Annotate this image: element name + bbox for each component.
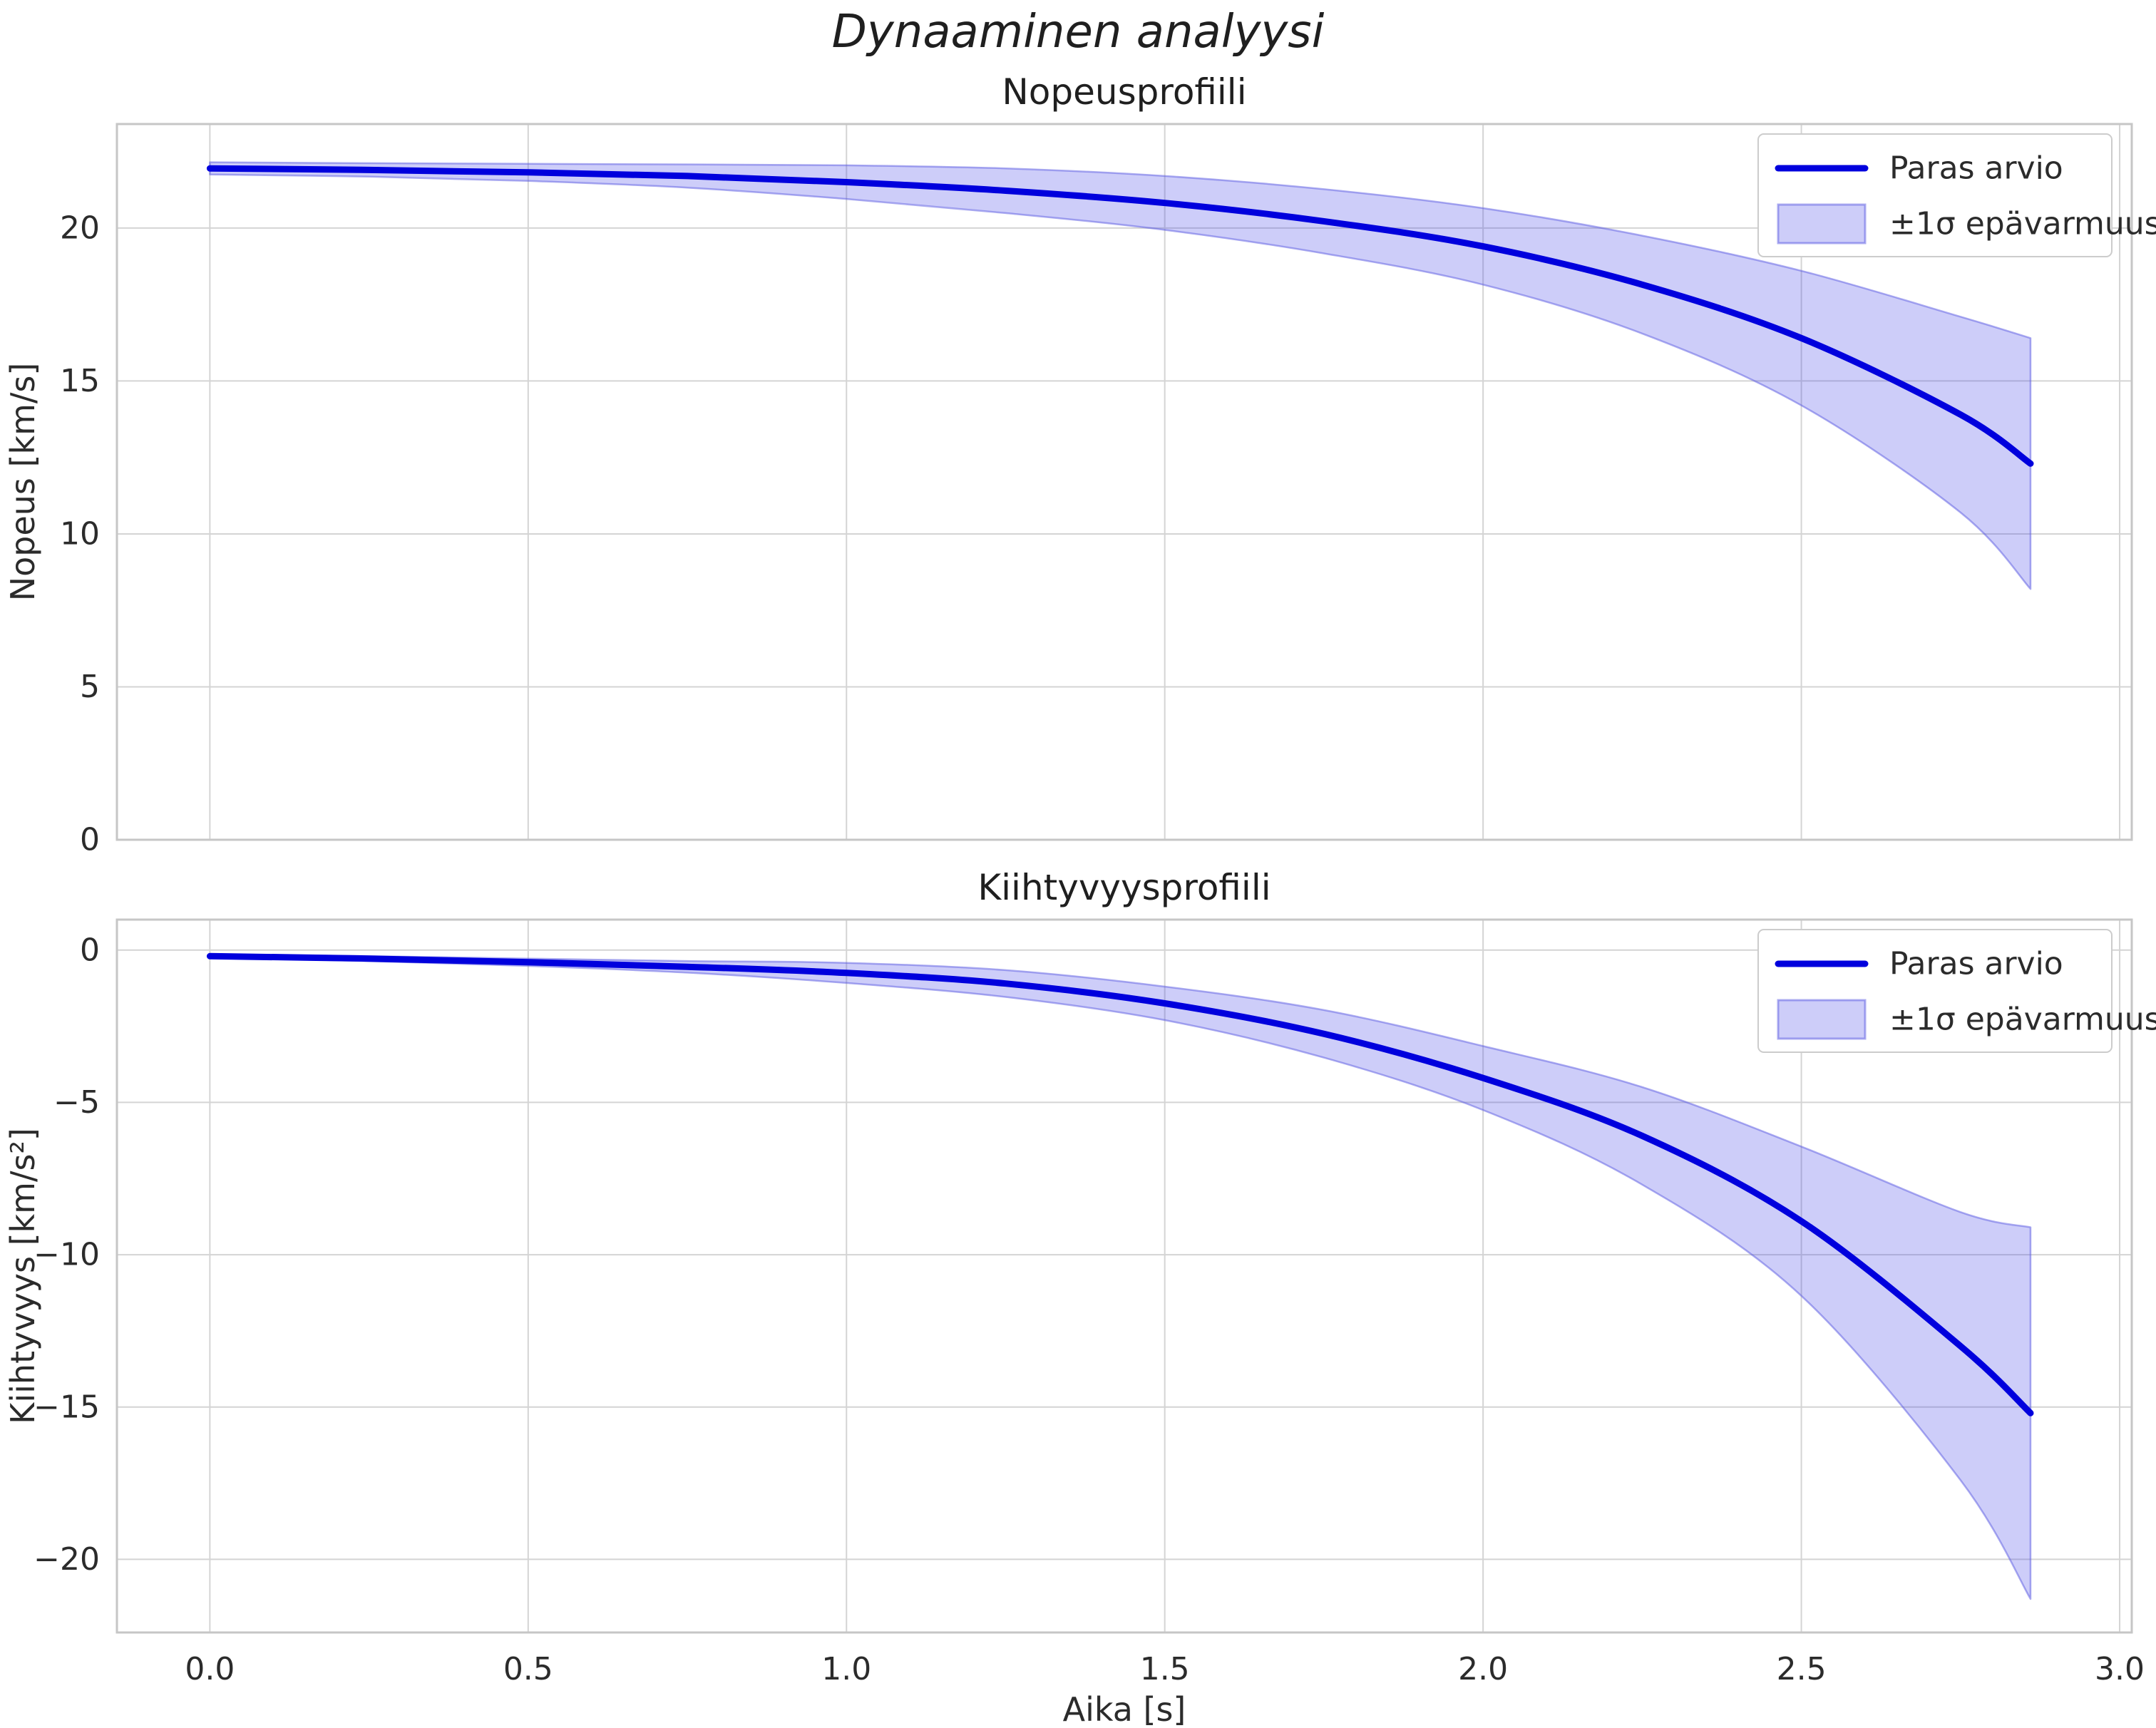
y-tick-label: 15 — [60, 363, 100, 399]
subplot-title: Kiihtyvyysprofiili — [977, 867, 1270, 908]
x-tick-label: 2.0 — [1458, 1651, 1508, 1687]
x-axis-label: Aika [s] — [1063, 1690, 1186, 1728]
uncertainty-band — [209, 953, 2032, 1600]
axes-spines — [115, 123, 2133, 841]
y-tick-label: −20 — [34, 1541, 100, 1578]
y-axis-label: Kiihtyvyys [km/s²] — [4, 1128, 42, 1424]
legend-label: ±1σ epävarmuus — [1889, 1002, 2156, 1038]
x-tick-label: 0.5 — [503, 1651, 553, 1687]
y-tick-label: 20 — [60, 210, 100, 246]
y-tick-label: 0 — [80, 932, 100, 968]
x-tick-label: 1.0 — [821, 1651, 871, 1687]
x-tick-label: 0.0 — [185, 1651, 235, 1687]
y-tick-label: −10 — [34, 1237, 100, 1273]
axes-spines — [115, 918, 2133, 1634]
best-estimate-line — [206, 952, 2034, 1416]
legend-box — [1757, 929, 2113, 1053]
y-tick-label: 0 — [80, 822, 100, 858]
y-axis-label: Nopeus [km/s] — [4, 363, 42, 602]
y-tick-label: −5 — [53, 1084, 100, 1121]
velocity-chart: 0 5 10 15 20 Nopeusprofiili Nopeus [km/s] Paras… — [4, 71, 2156, 858]
subplot-title: Nopeusprofiili — [1002, 71, 1246, 113]
x-tick-label: 3.0 — [2095, 1651, 2145, 1687]
legend-band-swatch — [1777, 203, 1867, 245]
legend-band-swatch — [1777, 999, 1867, 1040]
legend-label: ±1σ epävarmuus — [1889, 206, 2156, 242]
legend-box — [1757, 133, 2113, 257]
legend-label: Paras arvio — [1889, 150, 2063, 187]
figure-title: Dynaaminen analyysi — [832, 6, 1325, 58]
y-tick-label: 10 — [60, 515, 100, 552]
acceleration-chart: 0 −5 −10 −15 −20 0.0 0.5 1.0 1.5 2.0 2.5 3.0 Kiihtyv… — [4, 867, 2156, 1728]
y-tick-label: 5 — [80, 669, 100, 705]
y-tick-label: −15 — [34, 1389, 100, 1425]
legend-label: Paras arvio — [1889, 946, 2063, 982]
x-tick-label: 1.5 — [1140, 1651, 1190, 1687]
uncertainty-band — [209, 161, 2032, 590]
best-estimate-line — [206, 165, 2034, 467]
x-tick-label: 2.5 — [1777, 1651, 1827, 1687]
